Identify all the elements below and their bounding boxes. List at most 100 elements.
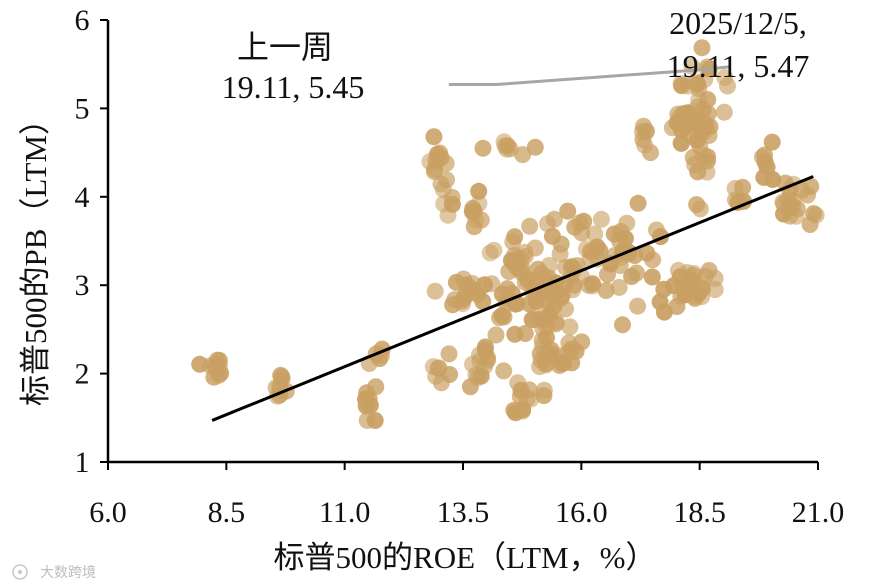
data-point [470,182,488,200]
data-point [592,210,610,228]
data-point [521,217,539,235]
data-point [628,264,645,282]
data-point [481,244,499,262]
data-point [688,196,706,214]
data-point [573,333,591,351]
data-point [675,279,693,297]
data-point [509,374,527,392]
data-point [493,285,511,303]
data-point [715,103,733,121]
data-point [545,210,563,228]
data-point [693,39,711,57]
data-point [495,133,513,151]
data-point [547,315,565,333]
watermark-text: 大数跨境 [40,565,96,581]
y-axis-title: 标普500的PB（LTM） [18,104,53,406]
data-point [506,325,524,343]
x-axis-title: 标普500的ROE（LTM，%） [274,540,657,575]
data-point [476,341,494,359]
data-point [634,123,651,141]
data-point [763,133,781,151]
y-tick-label: 2 [75,358,90,391]
data-point [629,194,647,212]
trend-line [211,175,814,422]
data-point [425,128,443,146]
y-tick-label: 4 [75,181,90,214]
annotation-latest-value: 19.11, 5.47 [667,48,810,84]
data-point [693,280,711,298]
data-point [683,127,701,145]
chart-lines [211,65,814,422]
data-point [629,297,647,315]
data-point [807,206,825,224]
data-point [655,280,673,298]
axes [100,19,819,470]
data-point [506,228,524,246]
data-point [463,275,481,292]
scatter-points [191,39,825,429]
data-point [474,139,492,157]
x-tick-label: 11.0 [319,496,370,529]
data-point [487,326,505,344]
data-point [429,359,447,377]
data-point [611,232,628,250]
data-point [552,235,570,253]
data-point [526,138,544,156]
data-point [564,281,582,299]
data-point [559,202,577,220]
data-point [756,146,773,164]
x-tick-label: 13.5 [437,496,490,529]
x-tick-label: 8.5 [208,496,246,529]
data-point [614,316,631,334]
data-point [618,214,636,232]
tick-labels: 6.0 8.5 11.0 13.5 16.0 18.5 21.0 1 2 3 4 5 6 [75,4,845,529]
y-tick-label: 3 [75,269,90,302]
data-point [495,362,513,380]
data-point [774,193,792,211]
data-point [440,345,458,363]
data-point [644,251,662,269]
data-point [474,293,492,310]
data-point [716,69,734,86]
data-point [514,402,532,420]
x-tick-label: 16.0 [555,496,608,529]
data-point [521,295,539,313]
data-point [586,225,604,243]
data-point [696,71,714,88]
data-point [684,267,702,284]
x-tick-label: 21.0 [792,496,845,529]
y-tick-label: 6 [75,4,90,37]
data-point [470,195,488,212]
data-point [461,378,479,396]
data-point [706,281,724,299]
x-tick-label: 18.5 [673,496,726,529]
data-point [426,282,444,300]
data-point [686,156,704,174]
data-point [366,412,384,429]
recent-path-line [448,65,729,86]
data-point [597,282,615,299]
data-point [571,214,589,232]
data-point [272,366,290,384]
data-point [472,367,490,385]
data-point [443,188,461,206]
data-point [432,175,450,193]
data-point [465,218,483,236]
data-point [591,244,609,261]
y-tick-label: 5 [75,92,90,125]
annotation-last-week-value: 19.11, 5.45 [222,69,365,105]
data-point [210,357,228,375]
data-point [643,268,661,286]
data-point [367,378,385,396]
watermark-logo-dot [18,570,22,574]
data-point [555,354,572,372]
data-point [689,98,707,116]
data-point [674,105,692,123]
data-point [540,256,558,274]
data-point [526,239,544,257]
data-point [672,75,690,93]
data-point [535,387,553,405]
data-point [437,154,455,172]
y-tick-label: 1 [75,446,90,479]
